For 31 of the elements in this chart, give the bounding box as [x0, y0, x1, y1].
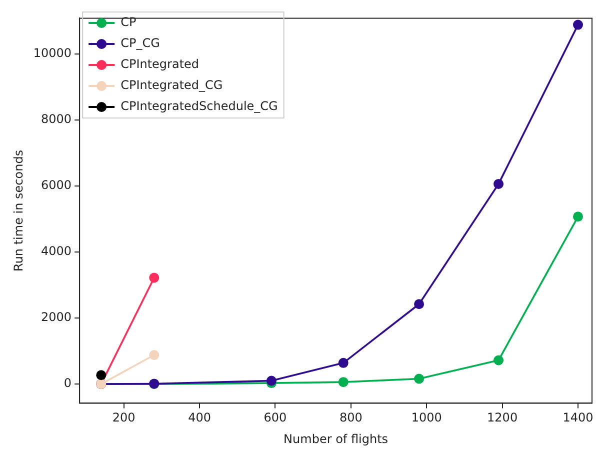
- point: [414, 374, 424, 384]
- legend-label: CPIntegrated: [120, 57, 200, 72]
- x-tick-label: 600: [264, 410, 287, 425]
- legend-label: CP_CG: [120, 36, 160, 50]
- legend-label: CPIntegratedSchedule_CG: [120, 99, 278, 114]
- x-tick-label: 1400: [562, 410, 594, 425]
- y-tick-label: 10000: [33, 46, 72, 60]
- y-tick-label: 6000: [41, 178, 72, 192]
- x-tick-label: 800: [339, 410, 362, 425]
- point: [149, 350, 160, 360]
- point: [572, 20, 583, 30]
- x-tick-label: 200: [112, 410, 136, 425]
- point: [266, 376, 276, 386]
- y-axis-title: Run time in seconds: [11, 150, 26, 272]
- point: [338, 377, 348, 388]
- y-tick-label: 0: [64, 376, 72, 390]
- point: [149, 272, 160, 283]
- point: [494, 355, 504, 366]
- x-tick-label: 1200: [487, 410, 518, 425]
- y-tick-label: 4000: [41, 244, 72, 258]
- x-tick-label: 400: [188, 410, 211, 425]
- point: [572, 212, 583, 222]
- y-tick-label: 2000: [41, 310, 72, 324]
- point: [338, 358, 348, 368]
- legend-label: CPIntegrated_CG: [120, 78, 223, 92]
- point: [414, 299, 424, 310]
- x-axis-title: Number of flights: [284, 432, 388, 446]
- point: [494, 178, 504, 189]
- x-tick-label: 1000: [411, 410, 442, 425]
- point: [96, 370, 106, 380]
- y-tick-label: 8000: [41, 112, 72, 126]
